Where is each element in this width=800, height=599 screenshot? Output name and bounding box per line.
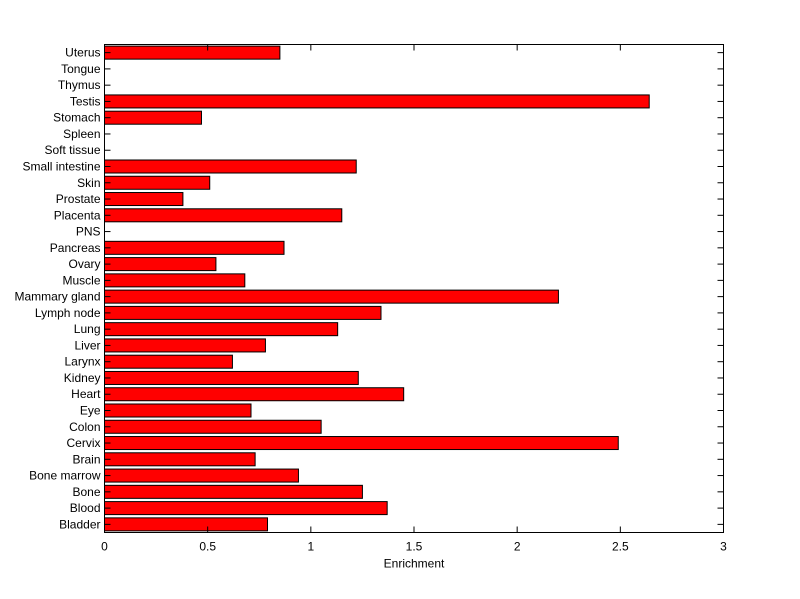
y-tick-label: Heart: [71, 387, 101, 401]
bar-bone: [104, 484, 363, 499]
x-tick-label: 3: [720, 540, 727, 554]
y-tick-label: Kidney: [64, 371, 101, 385]
y-tick-label: Mammary gland: [14, 290, 100, 304]
y-tick-label: Muscle: [62, 273, 100, 287]
y-tick-label: Thymus: [58, 78, 101, 92]
bar-brain: [104, 452, 256, 467]
bar-kidney: [104, 370, 359, 385]
y-tick-label: Small intestine: [22, 160, 100, 174]
y-tick-label: Liver: [74, 338, 100, 352]
x-tick-label: 2: [514, 540, 521, 554]
bar-lymph-node: [104, 305, 382, 320]
y-tick-label: Uterus: [65, 46, 100, 60]
y-tick-label: Skin: [77, 176, 100, 190]
y-tick-label: Larynx: [64, 355, 100, 369]
x-tick-label: 2.5: [612, 540, 629, 554]
bar-stomach: [104, 110, 202, 125]
bar-ovary: [104, 257, 217, 272]
y-tick-label: Cervix: [66, 436, 100, 450]
bar-larynx: [104, 354, 233, 369]
bar-prostate: [104, 192, 184, 207]
y-tick-label: Lymph node: [35, 306, 101, 320]
bar-placenta: [104, 208, 343, 223]
y-tick-label: Stomach: [53, 111, 100, 125]
bar-heart: [104, 387, 405, 402]
bar-skin: [104, 175, 211, 190]
bar-muscle: [104, 273, 246, 288]
bar-eye: [104, 403, 252, 418]
y-tick-label: Colon: [69, 420, 100, 434]
y-tick-label: Pancreas: [50, 241, 101, 255]
y-tick-label: Bone: [72, 485, 100, 499]
x-axis-ticks: 0 0.5 1 1.5 2 2.5 3: [101, 44, 727, 554]
y-tick-label: Lung: [74, 322, 101, 336]
y-tick-label: Prostate: [56, 192, 101, 206]
bar-mammary-gland: [104, 289, 559, 304]
y-tick-label: Soft tissue: [44, 143, 100, 157]
bar-liver: [104, 338, 266, 353]
x-tick-label: 1.5: [406, 540, 423, 554]
bar-colon: [104, 419, 322, 434]
y-tick-label: Bladder: [59, 517, 100, 531]
bar-blood: [104, 501, 388, 516]
bar-small-intestine: [104, 159, 357, 174]
x-tick-label: 1: [307, 540, 314, 554]
bar-pancreas: [104, 240, 285, 255]
bar-cervix: [104, 436, 619, 451]
y-tick-label: Tongue: [61, 62, 101, 76]
y-tick-label: Brain: [72, 452, 100, 466]
bar-uterus: [104, 45, 281, 60]
bar-testis: [104, 94, 650, 109]
x-tick-label: 0.5: [199, 540, 216, 554]
y-tick-label: Testis: [70, 94, 101, 108]
bar-lung: [104, 322, 339, 337]
y-axis-ticks: Bladder Blood Bone Bone marrow Brain Cervix Co…: [14, 46, 724, 531]
y-tick-label: Placenta: [54, 208, 101, 222]
y-tick-label: PNS: [76, 225, 101, 239]
x-tick-label: 0: [101, 540, 108, 554]
y-tick-label: Spleen: [63, 127, 100, 141]
bar-bone-marrow: [104, 468, 299, 483]
y-tick-label: Blood: [70, 501, 101, 515]
y-tick-label: Ovary: [68, 257, 100, 271]
x-axis-label: Enrichment: [384, 557, 445, 571]
y-tick-label: Bone marrow: [29, 469, 101, 483]
y-tick-label: Eye: [80, 404, 101, 418]
bar-bladder: [104, 517, 269, 532]
